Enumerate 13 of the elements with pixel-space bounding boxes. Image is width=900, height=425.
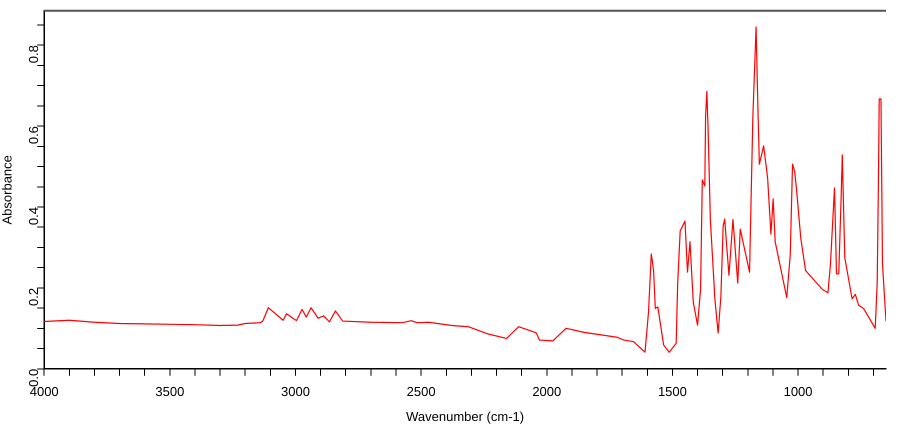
x-tick-label: 2000 (532, 384, 562, 400)
x-tick-label: 2500 (406, 384, 436, 400)
x-axis-title: Wavenumber (cm-1) (406, 408, 524, 424)
y-tick-label: 0.0 (26, 368, 41, 387)
x-tick-label: 1500 (658, 384, 687, 400)
y-tick-label: 0.8 (26, 45, 41, 64)
y-tick-label: 0.6 (26, 126, 41, 144)
y-tick-label: 0.4 (26, 206, 41, 226)
x-tick-label: 1000 (784, 384, 813, 400)
x-tick-label: 3000 (281, 384, 310, 400)
x-tick-label: 3500 (155, 384, 184, 400)
y-tick-label: 0.2 (26, 288, 41, 306)
y-axis-title: Absorbance (0, 155, 14, 224)
